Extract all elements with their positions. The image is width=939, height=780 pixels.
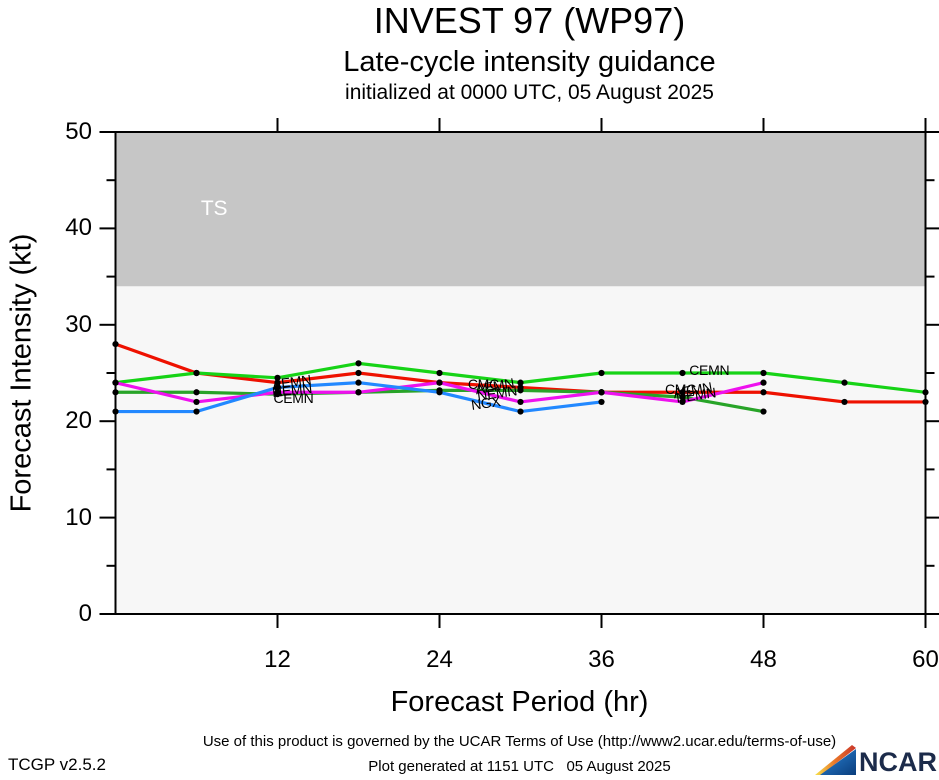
annotation-cmc: CMC bbox=[467, 375, 499, 392]
y-tick-label: 40 bbox=[65, 214, 92, 242]
ncar-logo-text: NCAR bbox=[859, 747, 937, 777]
data-point-AEMN bbox=[517, 398, 524, 406]
data-point-CEMN bbox=[841, 379, 848, 386]
data-point-NEMN bbox=[517, 387, 524, 394]
data-point-NEMN bbox=[760, 408, 767, 415]
data-point-NEMN bbox=[193, 389, 200, 396]
data-point-CEMN bbox=[274, 374, 281, 381]
x-axis-label: Forecast Period (hr) bbox=[390, 686, 649, 718]
x-tick-label: 36 bbox=[588, 646, 615, 673]
annotation-ts: TS bbox=[200, 197, 228, 221]
y-tick-label: 50 bbox=[65, 118, 92, 145]
annotation-cemn: CEMN bbox=[689, 362, 730, 379]
data-point-CEMN bbox=[517, 379, 524, 386]
data-point-CEMN bbox=[436, 369, 443, 377]
data-point-NGX bbox=[193, 408, 200, 415]
data-point-CEMN bbox=[355, 360, 362, 367]
data-point-CMC bbox=[355, 369, 362, 377]
data-point-CMC bbox=[274, 379, 281, 386]
y-tick-label: 0 bbox=[78, 600, 92, 627]
data-point-CEMN bbox=[760, 369, 767, 377]
y-tick-label: 10 bbox=[65, 503, 92, 531]
data-point-CMC bbox=[679, 389, 686, 396]
data-point-AEMN bbox=[436, 379, 443, 386]
tcgp-version-label: TCGP v2.5.2 bbox=[8, 755, 106, 774]
ts-threshold-band bbox=[115, 132, 926, 287]
data-point-AEMN bbox=[355, 389, 362, 396]
data-point-CEMN bbox=[193, 369, 200, 377]
data-point-NGX bbox=[436, 389, 443, 396]
data-point-AEMN bbox=[679, 398, 686, 406]
init-time-label: initialized at 0000 UTC, 05 August 2025 bbox=[345, 81, 714, 105]
data-point-NEMN bbox=[679, 394, 686, 401]
title-block: INVEST 97 (WP97) Late-cycle intensity gu… bbox=[60, 0, 939, 105]
data-point-CMC bbox=[841, 398, 848, 406]
plot-generated-label: Plot generated at 1151 UTC 05 August 202… bbox=[368, 758, 671, 775]
page-subtitle: Late-cycle intensity guidance bbox=[343, 45, 716, 78]
annotation-cemn: CEMN bbox=[273, 390, 314, 407]
y-tick-label: 20 bbox=[65, 407, 92, 435]
data-point-CMC bbox=[760, 389, 767, 396]
ncar-swoosh-icon bbox=[815, 745, 856, 775]
data-point-NGX bbox=[274, 384, 281, 391]
y-tick-label: 30 bbox=[65, 310, 92, 338]
page-title: INVEST 97 (WP97) bbox=[373, 0, 686, 41]
ncar-logo: NCAR bbox=[815, 744, 937, 776]
data-point-NGX bbox=[517, 408, 524, 415]
data-point-CEMN bbox=[679, 369, 686, 377]
y-axis-label: Forecast Intensity (kt) bbox=[5, 233, 38, 513]
data-point-AEMN bbox=[193, 398, 200, 406]
annotation-cmc: CMC bbox=[664, 381, 696, 398]
x-tick-label: 24 bbox=[426, 646, 453, 673]
data-point-CEMN bbox=[598, 369, 605, 377]
data-point-AEMN bbox=[598, 389, 605, 396]
data-point-AEMN bbox=[760, 379, 767, 386]
x-tick-label: 48 bbox=[750, 646, 777, 673]
data-point-NGX bbox=[355, 379, 362, 386]
terms-of-use-text: Use of this product is governed by the U… bbox=[202, 733, 837, 750]
data-point-AEMN bbox=[274, 389, 281, 396]
x-tick-label: 60 bbox=[912, 646, 939, 673]
x-tick-label: 12 bbox=[264, 646, 291, 673]
data-point-NGX bbox=[598, 398, 605, 406]
